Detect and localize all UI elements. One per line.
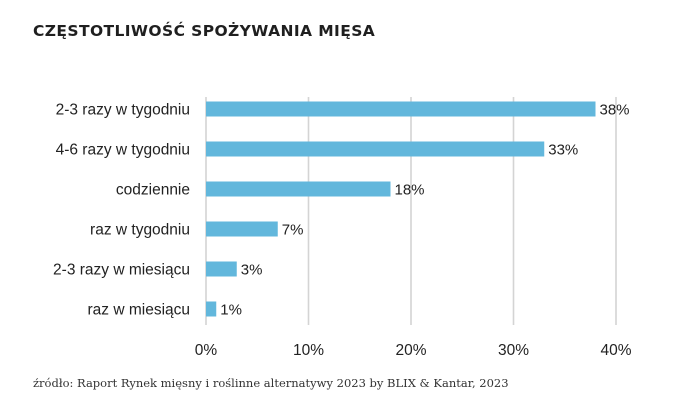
x-tick-label: 30% [498, 342, 529, 359]
category-label: raz w miesiącu [88, 302, 191, 319]
category-label: codziennie [116, 182, 190, 199]
category-label: 2-3 razy w tygodniu [56, 102, 190, 119]
value-label: 18% [395, 182, 425, 199]
value-label: 3% [241, 262, 263, 279]
value-label: 33% [548, 142, 578, 159]
bars [206, 101, 596, 317]
bar [206, 141, 545, 157]
bar [206, 261, 237, 277]
chart-title: CZĘSTOTLIWOŚĆ SPOŻYWANIA MIĘSA [33, 22, 376, 40]
source-note: źródło: Raport Rynek mięsny i roślinne a… [33, 376, 509, 390]
gridlines [205, 97, 617, 325]
bar [206, 221, 278, 237]
category-label: 4-6 razy w tygodniu [56, 142, 190, 159]
x-tick-label: 20% [395, 342, 426, 359]
x-tick-label: 10% [293, 342, 324, 359]
bar [206, 101, 596, 117]
value-label: 38% [600, 102, 630, 119]
bar [206, 181, 391, 197]
bar [206, 301, 217, 317]
category-label: 2-3 razy w miesiącu [53, 262, 190, 279]
x-axis-tick-labels: 0% 10% 20% 30% 40% [195, 342, 632, 359]
value-labels: 38% 33% 18% 7% 3% 1% [220, 102, 629, 319]
category-label: raz w tygodniu [90, 222, 190, 239]
value-label: 1% [220, 302, 242, 319]
x-tick-label: 0% [195, 342, 218, 359]
value-label: 7% [282, 222, 304, 239]
x-tick-label: 40% [600, 342, 631, 359]
category-labels: 2-3 razy w tygodniu 4-6 razy w tygodniu co… [53, 102, 190, 319]
